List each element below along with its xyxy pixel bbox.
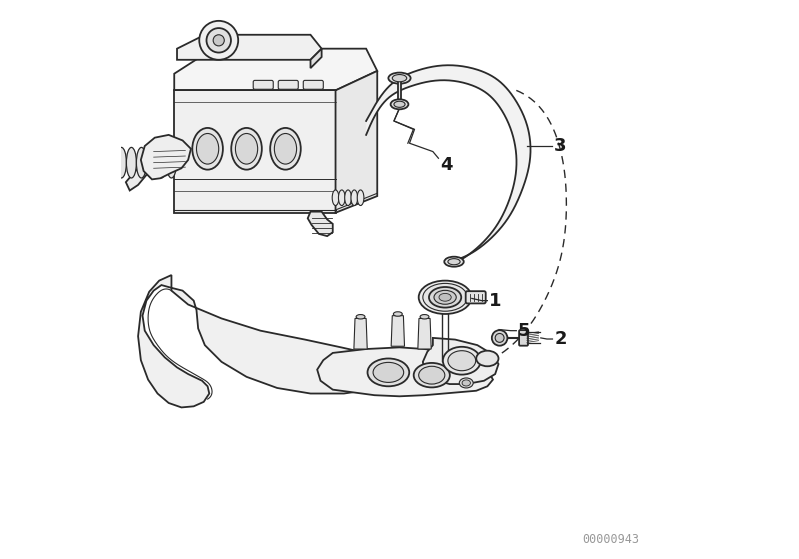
Polygon shape: [418, 319, 431, 349]
Ellipse shape: [236, 134, 257, 164]
Ellipse shape: [126, 148, 137, 178]
Ellipse shape: [166, 148, 177, 178]
Ellipse shape: [351, 190, 358, 206]
Polygon shape: [125, 143, 172, 191]
Circle shape: [206, 28, 231, 53]
Text: 3: 3: [555, 137, 566, 155]
Text: 1: 1: [488, 292, 501, 310]
Ellipse shape: [459, 378, 473, 388]
Ellipse shape: [388, 73, 411, 84]
Ellipse shape: [443, 347, 481, 375]
Ellipse shape: [356, 315, 365, 319]
FancyBboxPatch shape: [519, 330, 528, 345]
Ellipse shape: [444, 257, 463, 267]
Polygon shape: [174, 91, 336, 213]
Ellipse shape: [419, 366, 445, 384]
Ellipse shape: [448, 350, 475, 371]
Ellipse shape: [419, 281, 471, 314]
Text: 5: 5: [518, 321, 530, 340]
Ellipse shape: [423, 283, 467, 311]
Text: 4: 4: [440, 156, 452, 174]
Ellipse shape: [393, 312, 402, 316]
Polygon shape: [311, 49, 322, 68]
Polygon shape: [423, 338, 499, 384]
Circle shape: [213, 35, 225, 46]
Text: 2: 2: [555, 330, 566, 348]
Ellipse shape: [117, 148, 126, 178]
Polygon shape: [172, 288, 388, 394]
FancyBboxPatch shape: [278, 80, 298, 89]
Polygon shape: [138, 275, 209, 408]
FancyBboxPatch shape: [304, 80, 324, 89]
Ellipse shape: [231, 128, 262, 169]
Polygon shape: [308, 212, 332, 236]
Polygon shape: [141, 135, 191, 179]
Polygon shape: [392, 316, 404, 346]
Circle shape: [495, 334, 504, 342]
Ellipse shape: [392, 74, 407, 82]
Polygon shape: [317, 347, 493, 396]
Ellipse shape: [157, 148, 166, 178]
Ellipse shape: [368, 358, 409, 386]
Ellipse shape: [476, 350, 499, 366]
Ellipse shape: [394, 101, 405, 107]
Circle shape: [492, 330, 507, 345]
Ellipse shape: [137, 148, 146, 178]
Ellipse shape: [373, 362, 403, 382]
Ellipse shape: [391, 100, 408, 110]
Ellipse shape: [344, 190, 352, 206]
Ellipse shape: [193, 128, 223, 169]
Ellipse shape: [434, 290, 456, 304]
Ellipse shape: [270, 128, 300, 169]
Ellipse shape: [439, 293, 451, 301]
Ellipse shape: [332, 190, 339, 206]
Ellipse shape: [429, 287, 461, 307]
Ellipse shape: [414, 363, 450, 387]
Ellipse shape: [274, 134, 296, 164]
Polygon shape: [336, 71, 377, 213]
Ellipse shape: [197, 134, 219, 164]
FancyBboxPatch shape: [253, 80, 273, 89]
FancyBboxPatch shape: [466, 291, 486, 304]
Polygon shape: [174, 49, 377, 91]
Ellipse shape: [339, 190, 345, 206]
Polygon shape: [177, 35, 322, 60]
Circle shape: [199, 21, 238, 60]
Polygon shape: [354, 319, 368, 349]
Ellipse shape: [448, 259, 460, 265]
Ellipse shape: [420, 315, 429, 319]
Ellipse shape: [357, 190, 364, 206]
Ellipse shape: [146, 148, 157, 178]
Polygon shape: [398, 80, 401, 102]
Text: 00000943: 00000943: [582, 533, 639, 546]
Ellipse shape: [462, 380, 471, 386]
Polygon shape: [366, 65, 531, 264]
